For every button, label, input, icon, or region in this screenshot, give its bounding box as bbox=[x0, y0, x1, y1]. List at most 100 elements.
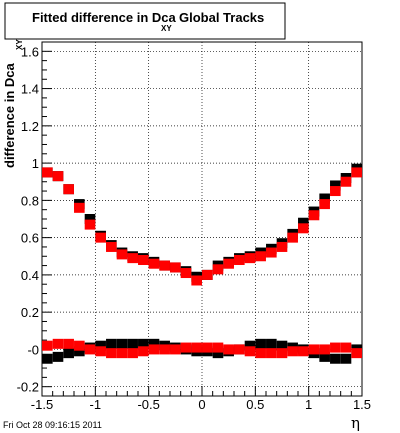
data-point bbox=[170, 344, 181, 355]
data-point bbox=[95, 346, 106, 357]
data-point bbox=[202, 269, 213, 280]
y-tick-label: 1.4 bbox=[21, 82, 39, 97]
data-point bbox=[319, 351, 330, 362]
data-point bbox=[223, 258, 234, 269]
data-point bbox=[298, 346, 309, 357]
data-point bbox=[116, 249, 128, 260]
data-point bbox=[340, 176, 352, 187]
data-point bbox=[148, 344, 160, 355]
data-point bbox=[127, 253, 138, 264]
x-axis-label: η bbox=[351, 414, 360, 432]
data-point bbox=[95, 232, 106, 243]
data-point bbox=[63, 338, 74, 349]
data-point bbox=[255, 251, 266, 262]
y-tick-label: -0 bbox=[27, 342, 39, 357]
data-point bbox=[244, 346, 256, 357]
data-point bbox=[180, 342, 192, 353]
data-point bbox=[116, 338, 128, 349]
data-point bbox=[191, 342, 202, 353]
x-tick-label: -0.5 bbox=[137, 397, 159, 412]
data-point bbox=[319, 193, 330, 204]
y-tick-label: 0.4 bbox=[21, 268, 39, 283]
title-box bbox=[4, 2, 286, 40]
data-point bbox=[212, 348, 224, 359]
x-tick-label: 1.5 bbox=[353, 397, 371, 412]
data-point bbox=[42, 167, 53, 178]
data-point bbox=[287, 346, 298, 357]
data-point bbox=[127, 338, 138, 349]
y-tick-label: 0.8 bbox=[21, 193, 39, 208]
data-point bbox=[42, 340, 53, 351]
x-tick-labels: -1.5 -1 -0.5 0 0.5 1 1.5 bbox=[31, 397, 371, 412]
chart-title-subscript: XY bbox=[161, 24, 172, 33]
data-point bbox=[148, 258, 160, 269]
data-point bbox=[340, 353, 352, 364]
data-point bbox=[74, 346, 85, 357]
data-point bbox=[138, 346, 149, 357]
series-2 bbox=[42, 167, 362, 286]
data-point bbox=[138, 338, 149, 349]
data-point bbox=[255, 348, 266, 359]
x-tick-label: -1 bbox=[90, 397, 102, 412]
y-tick-label: 1.6 bbox=[21, 44, 39, 59]
x-tick-label: 0 bbox=[198, 397, 205, 412]
data-point bbox=[63, 184, 74, 195]
chart-title-suffix: Global Tracks bbox=[179, 10, 264, 25]
data-point bbox=[212, 264, 224, 275]
data-point bbox=[308, 210, 320, 221]
series-4 bbox=[42, 338, 362, 359]
x-tick-label: 0.5 bbox=[246, 397, 264, 412]
data-point bbox=[319, 199, 330, 210]
data-point bbox=[84, 344, 96, 355]
data-point bbox=[298, 223, 309, 234]
data-point bbox=[95, 340, 106, 351]
data-point bbox=[266, 348, 277, 359]
data-point bbox=[212, 342, 224, 353]
timestamp: Fri Oct 28 09:16:15 2011 bbox=[3, 420, 102, 430]
data-point bbox=[244, 340, 256, 351]
data-point bbox=[52, 351, 64, 362]
data-point bbox=[234, 254, 245, 265]
data-point bbox=[63, 348, 74, 359]
data-point bbox=[276, 340, 288, 351]
data-point bbox=[159, 260, 170, 271]
data-point bbox=[330, 180, 341, 191]
x-tick-label: -1.5 bbox=[31, 397, 53, 412]
data-points bbox=[42, 163, 362, 364]
y-tick-label: 0.6 bbox=[21, 231, 39, 246]
data-point bbox=[330, 186, 341, 197]
data-point bbox=[223, 344, 234, 355]
y-tick-label: 0.2 bbox=[21, 305, 39, 320]
data-point bbox=[148, 338, 160, 349]
data-point bbox=[266, 338, 277, 349]
data-point bbox=[127, 348, 138, 359]
data-point bbox=[330, 353, 341, 364]
data-point bbox=[287, 232, 298, 243]
data-point bbox=[191, 275, 202, 286]
data-point bbox=[202, 342, 213, 353]
data-point bbox=[308, 344, 320, 355]
data-point bbox=[52, 171, 64, 182]
y-tick-label: -0.2 bbox=[17, 380, 39, 395]
data-point bbox=[116, 348, 128, 359]
data-point bbox=[276, 348, 288, 359]
data-point bbox=[74, 340, 85, 351]
data-point bbox=[319, 344, 330, 355]
data-point bbox=[234, 344, 245, 355]
data-point bbox=[276, 241, 288, 252]
data-point bbox=[138, 254, 149, 265]
data-point bbox=[266, 247, 277, 258]
x-tick-label: 1 bbox=[305, 397, 312, 412]
data-point bbox=[255, 338, 266, 349]
data-point bbox=[170, 262, 181, 273]
y-tick-label: 1.2 bbox=[21, 119, 39, 134]
y-axis-label-subscript: XY bbox=[15, 39, 24, 50]
data-point bbox=[180, 268, 192, 279]
data-point bbox=[74, 202, 85, 213]
data-point bbox=[106, 348, 117, 359]
data-point bbox=[52, 338, 64, 349]
chart-title-prefix: Fitted difference in Dca bbox=[32, 10, 177, 25]
y-tick-labels: -0.2 -0 0.2 0.4 0.6 0.8 1 1.2 1.4 1.6 bbox=[17, 44, 39, 394]
data-point bbox=[244, 253, 256, 264]
